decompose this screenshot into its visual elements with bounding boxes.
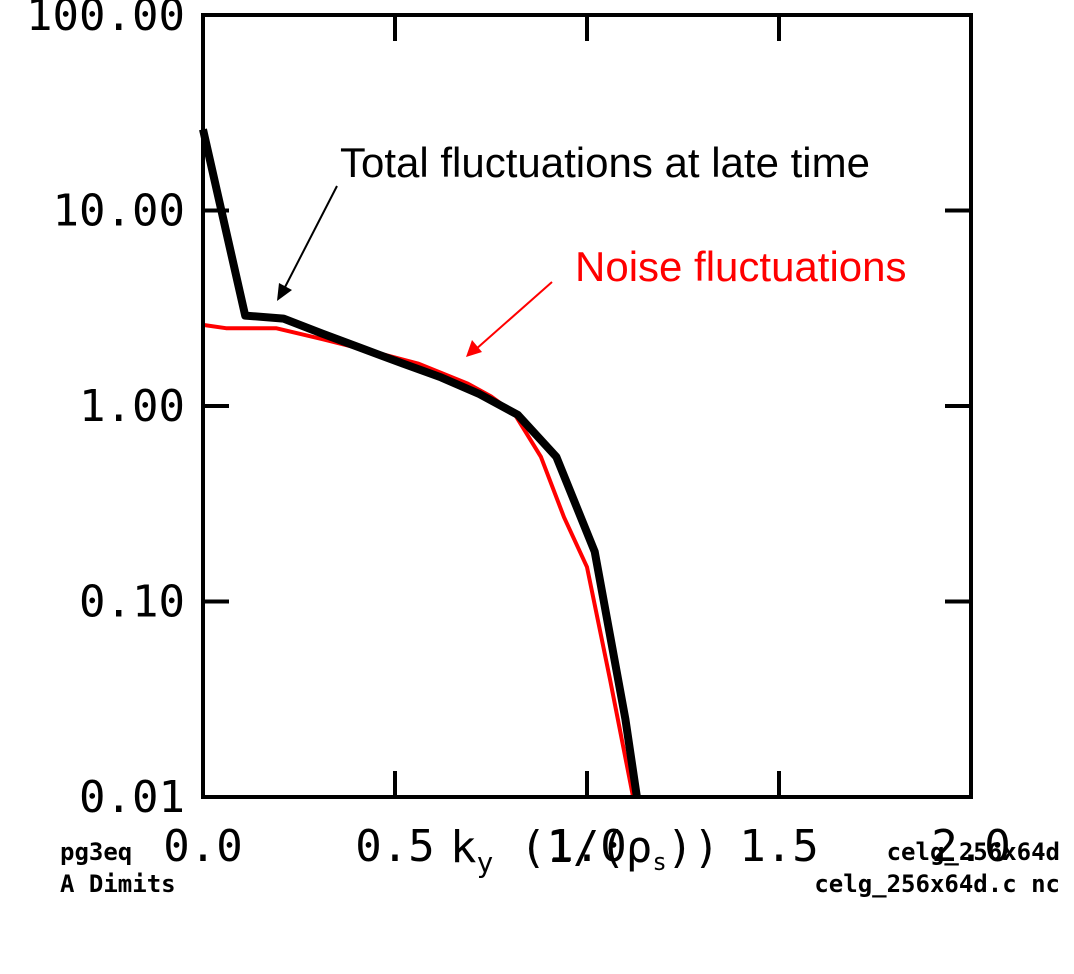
footer-left-line2: A Dimits [60, 870, 176, 898]
series-total-line [199, 128, 641, 798]
footer-right-line2: celg_256x64d.c nc [814, 870, 1060, 898]
footer-left-line1: pg3eq [60, 838, 132, 866]
x-axis-label-rest: (1/(ρ [493, 822, 652, 873]
x-tick-label: 0.5 [355, 821, 434, 872]
y-tick-label: 1.00 [79, 381, 185, 432]
x-tick-label: 1.5 [739, 821, 818, 872]
x-tick-label: 2.0 [931, 821, 1010, 872]
tick-labels: 0.0 0.5 1.0 1.5 2.0 0.01 0.10 1.00 10.00 100.00 [26, 0, 1011, 872]
x-axis-label-sub-y: y [477, 846, 494, 879]
axis-ticks [201, 13, 973, 799]
x-tick-label: 0.0 [163, 821, 242, 872]
y-tick-label: 10.00 [53, 186, 185, 237]
annotation-total-arrowhead [277, 283, 292, 301]
series-noise-line [202, 322, 636, 798]
x-axis-label-sub-s: s [652, 848, 666, 876]
annotation-noise: Noise fluctuations [575, 243, 907, 290]
annotation-noise-arrow [474, 281, 553, 351]
footer-right-line1: celg_256x64d [887, 838, 1060, 866]
plot-frame [201, 13, 973, 799]
x-axis-label-end: )) [667, 822, 720, 873]
x-axis-label: ky (1/(ρs)) [450, 822, 720, 879]
y-tick-label: 0.10 [79, 577, 185, 628]
annotation-total-arrow [282, 185, 338, 292]
annotation-noise-arrowhead [466, 340, 482, 357]
x-axis-label-k: k [450, 822, 477, 873]
x-tick-label: 1.0 [547, 821, 626, 872]
annotation-total: Total fluctuations at late time [340, 139, 870, 186]
series-layer [199, 128, 641, 798]
y-tick-label: 0.01 [79, 772, 185, 823]
y-tick-label: 100.00 [26, 0, 185, 41]
